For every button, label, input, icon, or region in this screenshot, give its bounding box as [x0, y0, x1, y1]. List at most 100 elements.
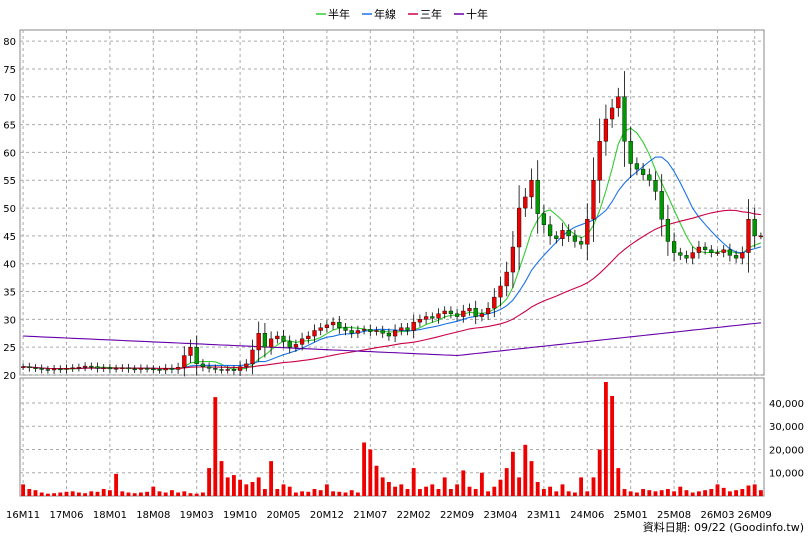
x-tick-label: 17M06: [49, 510, 83, 521]
candle-body: [634, 163, 640, 170]
candle-body: [628, 141, 633, 164]
volume-bar: [436, 489, 441, 496]
volume-bar: [58, 492, 63, 496]
candle-body: [95, 366, 100, 369]
candle-body: [442, 310, 447, 314]
candle-body: [275, 335, 280, 340]
candle-body: [89, 365, 94, 368]
volume-bar: [727, 491, 732, 496]
x-tick-label: 25M08: [657, 510, 691, 521]
volume-bar: [659, 490, 664, 496]
volume-bar: [634, 492, 639, 496]
candle-body: [467, 308, 472, 312]
volume-bar: [219, 461, 224, 496]
volume-bar: [200, 492, 205, 496]
volume-bar: [653, 491, 658, 496]
y-tick-label: 30: [3, 315, 16, 326]
candle-body: [671, 241, 677, 253]
legend-label: 三年: [420, 7, 442, 21]
volume-tick-label: 30,000: [769, 422, 804, 433]
volume-bar: [114, 473, 119, 496]
candle-body: [157, 369, 162, 371]
candle-body: [616, 96, 621, 109]
volume-bar: [566, 491, 571, 496]
candle-body: [504, 271, 509, 287]
volume-bar: [386, 482, 391, 496]
y-tick-label: 65: [3, 121, 16, 132]
volume-bar: [269, 461, 274, 496]
volume-bar: [622, 489, 627, 496]
x-tick-label: 19M10: [223, 510, 257, 521]
volume-bar: [554, 491, 559, 496]
candle-body: [510, 246, 516, 273]
candle-body: [250, 349, 255, 365]
candle-body: [727, 249, 733, 256]
volume-bar: [281, 484, 286, 496]
volume-bar: [672, 491, 677, 496]
volume-bar: [138, 492, 143, 496]
candle-body: [603, 118, 609, 142]
x-tick-label: 25M01: [614, 510, 648, 521]
x-tick-label: 20M12: [310, 510, 344, 521]
volume-bar: [64, 491, 69, 496]
volume-bar: [486, 491, 491, 496]
candle-body: [578, 241, 584, 245]
volume-bar: [740, 489, 745, 496]
candle-body: [126, 367, 131, 370]
candle-body: [721, 249, 726, 253]
candle-body: [225, 369, 230, 371]
x-tick-label: 18M08: [136, 510, 170, 521]
volume-bar: [306, 491, 311, 496]
candle-body: [262, 333, 268, 348]
volume-bar: [579, 477, 584, 496]
price-plot-frame: [19, 29, 765, 376]
candle-body: [306, 335, 311, 340]
x-tick-label: 19M03: [180, 510, 214, 521]
candle-body: [45, 369, 51, 371]
volume-bar: [132, 493, 137, 496]
volume-bar: [275, 489, 280, 496]
volume-bar: [610, 395, 615, 496]
candle-body: [20, 366, 26, 368]
volume-bar: [665, 489, 670, 496]
volume-bar: [721, 487, 726, 496]
volume-bar: [157, 491, 162, 496]
volume-bar: [603, 382, 608, 496]
volume-bar: [21, 484, 26, 496]
candle-body: [461, 310, 466, 317]
candle-body: [733, 255, 739, 259]
volume-bar: [355, 492, 360, 496]
volume-bar: [126, 492, 131, 496]
volume-bar: [83, 493, 88, 496]
candle-body: [609, 107, 615, 120]
candle-body: [219, 369, 224, 371]
y-tick-label: 45: [3, 232, 16, 243]
candle-body: [27, 366, 32, 368]
volume-bar: [250, 482, 255, 496]
candle-body: [138, 368, 144, 370]
volume-tick-label: 20,000: [769, 445, 804, 456]
candle-body: [144, 368, 150, 370]
candle-body: [361, 329, 367, 331]
volume-bar: [715, 484, 720, 496]
candle-body: [529, 180, 534, 198]
volume-bar: [343, 492, 348, 496]
candle-body: [430, 316, 435, 319]
footer-date: 資料日期: 09/22 (Goodinfo.tw): [643, 520, 804, 534]
candle-body: [541, 213, 547, 225]
volume-bar: [752, 484, 757, 496]
candle-body: [740, 252, 745, 259]
candle-body: [293, 344, 299, 348]
y-axis-ticks: 20 25 30 35 40 45 50 55 60 65 70 75 80: [3, 37, 16, 382]
volume-bar: [393, 486, 398, 496]
candle-body: [647, 174, 652, 181]
candle-body: [163, 368, 168, 371]
volume-bar: [33, 490, 38, 496]
volume-bar: [461, 470, 466, 496]
candle-body: [405, 327, 410, 331]
volume-bar: [256, 477, 261, 496]
volume-bar: [107, 490, 112, 496]
volume-bar: [616, 468, 621, 496]
candle-body: [188, 346, 193, 356]
volume-bar: [430, 484, 435, 496]
